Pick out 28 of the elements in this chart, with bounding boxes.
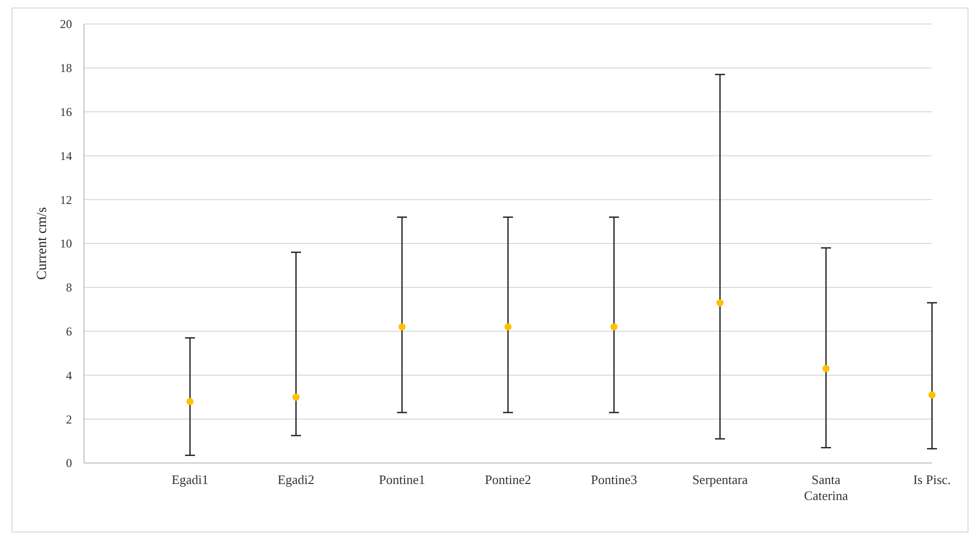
y-tick-label: 16 bbox=[60, 105, 72, 119]
point bbox=[398, 323, 406, 330]
point bbox=[822, 365, 830, 372]
y-tick-label: 2 bbox=[66, 412, 72, 426]
y-axis-title: Current cm/s bbox=[35, 207, 50, 280]
y-tick-label: 12 bbox=[60, 192, 72, 207]
x-tick-label: Pontine1 bbox=[378, 472, 426, 487]
point bbox=[716, 299, 724, 306]
point bbox=[504, 323, 512, 330]
point bbox=[292, 394, 300, 401]
y-tick-label: 4 bbox=[66, 368, 72, 382]
y-tick-label: 10 bbox=[60, 236, 72, 251]
y-tick-label: 8 bbox=[66, 280, 72, 295]
point bbox=[928, 391, 936, 399]
y-tick-label: 6 bbox=[66, 324, 72, 338]
x-tick-label: Egadi2 bbox=[278, 472, 314, 487]
x-tick-label: Pontine3 bbox=[590, 472, 638, 487]
x-tick-label: Is Pisc. bbox=[913, 472, 951, 487]
point bbox=[186, 398, 194, 406]
x-tick-label: Serpentara bbox=[692, 472, 748, 487]
y-tick-label: 0 bbox=[66, 456, 72, 470]
x-tick-label: Pontine2 bbox=[484, 472, 532, 487]
point bbox=[610, 323, 618, 330]
y-tick-label: 14 bbox=[60, 148, 72, 163]
y-tick-label: 20 bbox=[60, 17, 72, 32]
x-tick-label: Egadi1 bbox=[172, 472, 208, 487]
y-tick-label: 18 bbox=[60, 61, 72, 76]
x-tick-label: Santa Caterina bbox=[804, 472, 848, 503]
